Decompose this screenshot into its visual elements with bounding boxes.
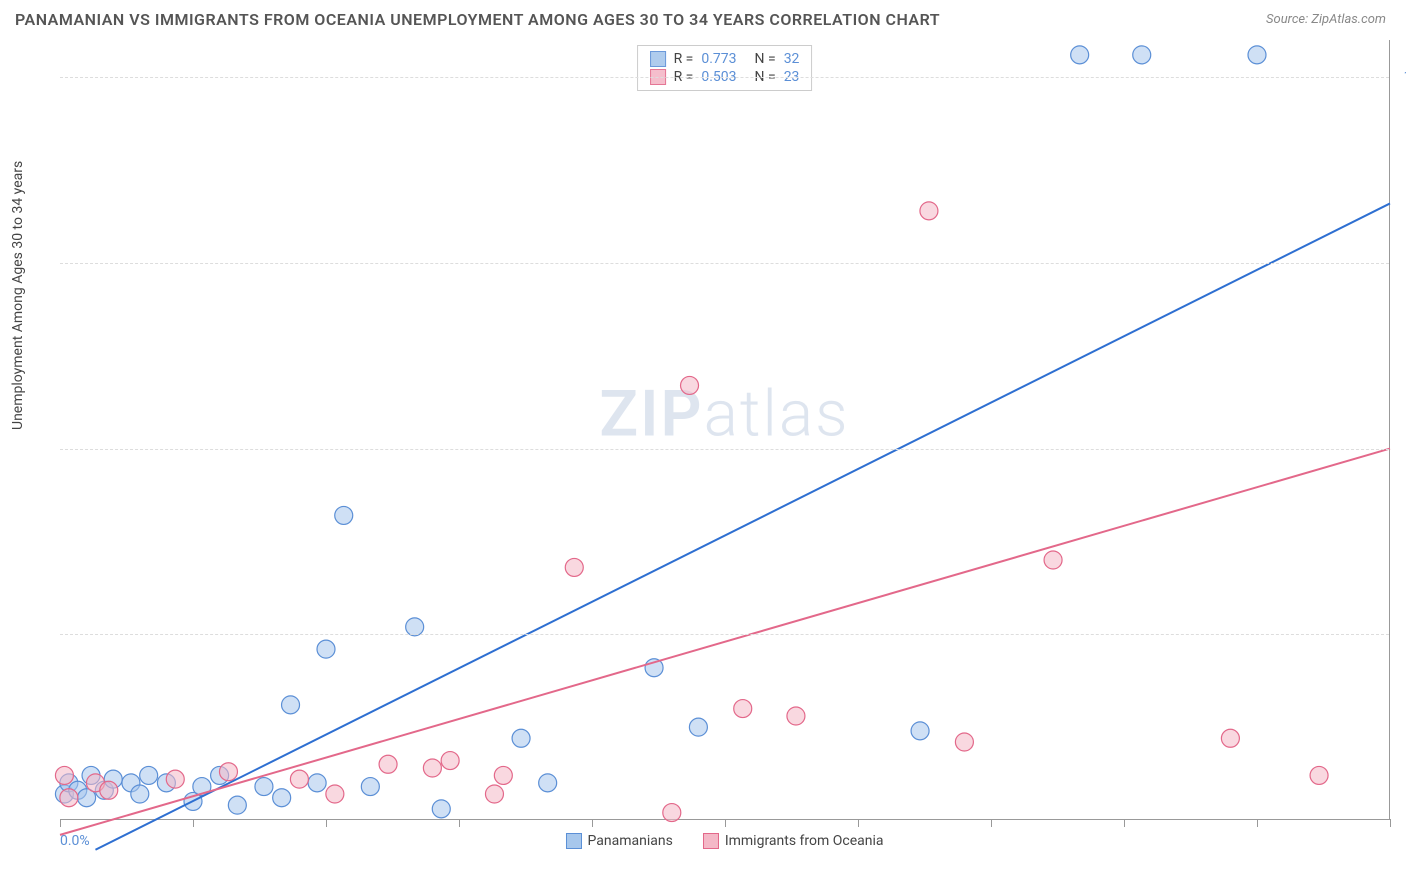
x-tick	[991, 819, 992, 827]
chart-container: PANAMANIAN VS IMMIGRANTS FROM OCEANIA UN…	[0, 0, 1406, 892]
scatter-point	[228, 796, 246, 814]
scatter-point	[282, 696, 300, 714]
legend-swatch	[703, 833, 719, 849]
scatter-point	[955, 733, 973, 751]
scatter-point	[335, 506, 353, 524]
legend-swatch	[565, 833, 581, 849]
scatter-point	[432, 800, 450, 818]
scatter-point	[1133, 46, 1151, 64]
chart-title: PANAMANIAN VS IMMIGRANTS FROM OCEANIA UN…	[15, 10, 940, 29]
plot-area: ZIPatlas R =0.773N =32R =0.503N =23 0.0%…	[60, 40, 1390, 820]
scatter-point	[317, 640, 335, 658]
x-tick	[326, 819, 327, 827]
legend-n-label: N =	[755, 51, 776, 67]
trend-line	[95, 203, 1390, 849]
x-axis-min-label: 0.0%	[60, 833, 90, 849]
legend-series: Panamanians Immigrants from Oceania	[565, 833, 883, 849]
scatter-point	[1221, 729, 1239, 747]
scatter-point	[1071, 46, 1089, 64]
scatter-point	[441, 752, 459, 770]
scatter-point	[379, 755, 397, 773]
chart-svg	[60, 40, 1389, 819]
scatter-point	[140, 766, 158, 784]
scatter-point	[512, 729, 530, 747]
scatter-point	[55, 766, 73, 784]
scatter-point	[663, 804, 681, 822]
scatter-point	[60, 789, 78, 807]
gridline-horizontal	[60, 634, 1389, 635]
gridline-horizontal	[60, 263, 1389, 264]
scatter-point	[1310, 766, 1328, 784]
legend-series-item: Panamanians	[565, 833, 672, 849]
scatter-point	[565, 558, 583, 576]
scatter-point	[308, 774, 326, 792]
trend-line	[60, 449, 1390, 835]
scatter-point	[911, 722, 929, 740]
legend-swatch	[650, 51, 666, 67]
scatter-point	[539, 774, 557, 792]
legend-series-label: Panamanians	[587, 833, 672, 849]
scatter-point	[273, 789, 291, 807]
x-tick	[459, 819, 460, 827]
title-bar: PANAMANIAN VS IMMIGRANTS FROM OCEANIA UN…	[0, 0, 1406, 34]
gridline-horizontal	[60, 77, 1389, 78]
legend-n-value: 32	[784, 51, 800, 67]
scatter-point	[131, 785, 149, 803]
gridline-horizontal	[60, 449, 1389, 450]
scatter-point	[734, 700, 752, 718]
x-tick	[193, 819, 194, 827]
x-tick	[725, 819, 726, 827]
x-tick	[1390, 819, 1391, 827]
scatter-point	[326, 785, 344, 803]
y-axis-label: Unemployment Among Ages 30 to 34 years	[10, 161, 26, 430]
scatter-point	[787, 707, 805, 725]
scatter-point	[1044, 551, 1062, 569]
legend-r-label: R =	[674, 51, 694, 67]
scatter-point	[689, 718, 707, 736]
scatter-point	[219, 763, 237, 781]
x-tick	[60, 819, 61, 827]
scatter-point	[485, 785, 503, 803]
scatter-point	[361, 778, 379, 796]
scatter-point	[681, 376, 699, 394]
scatter-point	[100, 781, 118, 799]
scatter-point	[423, 759, 441, 777]
scatter-point	[494, 766, 512, 784]
scatter-point	[1248, 46, 1266, 64]
scatter-point	[166, 770, 184, 788]
legend-r-value: 0.773	[701, 51, 736, 67]
x-tick	[1124, 819, 1125, 827]
legend-correlation-row: R = 0.773 N = 32	[650, 50, 800, 68]
scatter-point	[920, 202, 938, 220]
x-tick	[592, 819, 593, 827]
scatter-point	[290, 770, 308, 788]
chart-source: Source: ZipAtlas.com	[1266, 12, 1386, 27]
scatter-point	[255, 778, 273, 796]
legend-series-item: Immigrants from Oceania	[703, 833, 884, 849]
x-tick	[1257, 819, 1258, 827]
scatter-point	[406, 618, 424, 636]
x-tick	[858, 819, 859, 827]
legend-correlation: R =0.773N =32R =0.503N =23	[637, 45, 813, 91]
legend-series-label: Immigrants from Oceania	[725, 833, 884, 849]
